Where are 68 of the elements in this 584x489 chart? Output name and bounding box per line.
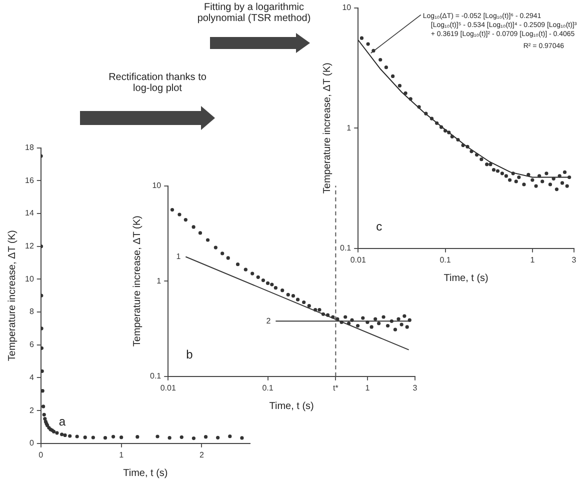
point	[216, 436, 220, 440]
text: a	[58, 414, 66, 428]
x-axis-title: Time, t (s)	[269, 400, 314, 412]
x-tick-label: 0	[38, 450, 44, 460]
x-tick-label: 3	[412, 383, 418, 392]
point	[75, 434, 79, 438]
point	[120, 436, 124, 440]
x-tick-label: 1	[119, 450, 124, 460]
point	[40, 369, 44, 373]
point	[40, 389, 44, 393]
y-tick-label: 0.1	[150, 372, 162, 381]
point	[240, 436, 244, 440]
point	[42, 412, 46, 416]
point	[43, 416, 47, 421]
x-tick-label: 2	[200, 450, 205, 460]
y-tick-label: 14	[24, 208, 34, 218]
point	[204, 435, 208, 439]
y-tick-label: 1	[346, 123, 352, 132]
point	[192, 436, 196, 440]
x-tick-label: t*	[333, 383, 338, 392]
x-tick-label: 1	[530, 255, 536, 264]
point	[91, 436, 95, 440]
x-tick-label: 0.1	[440, 255, 452, 264]
text: b	[186, 347, 194, 362]
point	[168, 436, 172, 440]
y-axis-title: Temperature increase, ΔT (K)	[132, 216, 143, 347]
point	[156, 434, 160, 438]
text: c	[376, 219, 382, 234]
x-tick-label: 0.1	[262, 383, 274, 392]
y-tick-label: 0	[29, 438, 34, 448]
x-tick-label: 0.01	[160, 383, 176, 392]
point	[55, 431, 59, 435]
y-tick-label: 6	[29, 340, 34, 350]
y-tick-label: 1	[156, 276, 162, 286]
y-tick-label: 18	[24, 143, 34, 152]
point	[40, 244, 44, 248]
y-tick-label: 10	[152, 181, 162, 190]
y-tick-label: 0.1	[340, 244, 352, 253]
y-tick-label: 2	[29, 406, 34, 415]
series-label: 2	[266, 316, 272, 326]
x-axis-title: Time, t (s)	[123, 468, 168, 479]
point	[111, 434, 116, 438]
y-tick-label: 16	[24, 176, 34, 185]
x-tick-label: 3	[572, 255, 577, 264]
point	[40, 294, 44, 298]
point	[63, 433, 67, 437]
y-tick-label: 8	[29, 307, 34, 316]
point	[103, 436, 108, 440]
x-tick-label: 0.01	[350, 255, 366, 264]
y-axis-title: Temperature increase, ΔT (K)	[6, 230, 18, 362]
point	[42, 404, 46, 408]
point	[60, 432, 64, 436]
point	[68, 434, 72, 438]
y-tick-label: 10	[342, 3, 352, 12]
x-tick-label: 1	[365, 383, 370, 392]
text: Fitting by a logarithmic polynomial (TSR method)	[196, 2, 312, 24]
y-axis-title: Temperature increase, ΔT (K)	[322, 62, 333, 194]
y-tick-label: 12	[24, 242, 34, 251]
x-axis-title: Time, t (s)	[444, 272, 488, 284]
point	[83, 436, 87, 440]
point	[228, 434, 232, 438]
y-tick-label: 10	[24, 274, 34, 284]
point	[40, 326, 44, 330]
point	[136, 435, 140, 439]
y-tick-label: 4	[29, 372, 34, 382]
point	[40, 346, 44, 350]
chart-subtitle: Rectification thanks to log-log plot	[108, 72, 208, 94]
point	[180, 435, 184, 439]
